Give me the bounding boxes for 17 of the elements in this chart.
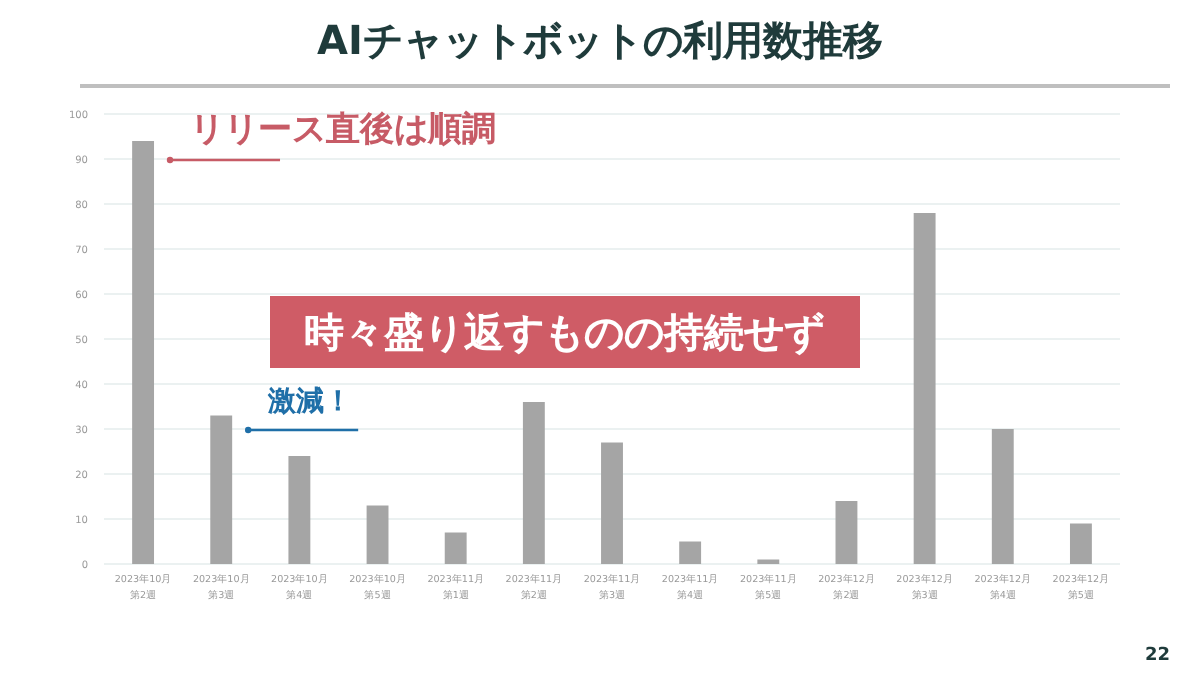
bar [522,402,545,564]
chart-title: AIチャットボットの利用数推移 [317,16,883,64]
text: 22 [1144,646,1170,666]
bar [132,141,155,564]
bar [444,532,467,564]
annotation: 時々盛り返すものの持続せず [304,308,824,356]
bar [913,213,936,564]
annotation: リリース直後は順調 [190,110,497,150]
bar [835,501,858,564]
bar [1069,523,1092,564]
bar [288,456,311,564]
bar [210,415,233,564]
bar [991,429,1014,564]
bar [366,505,389,564]
bar [679,541,702,564]
bar [601,442,623,564]
annotation: 激減！ [266,386,353,418]
